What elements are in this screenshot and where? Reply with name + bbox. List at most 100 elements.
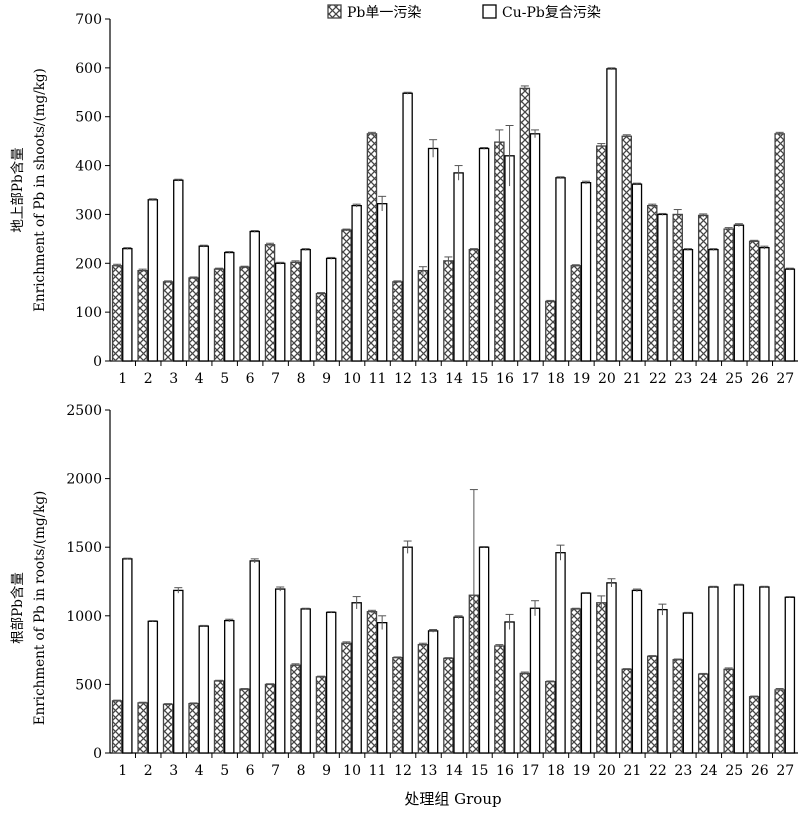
- roots-bar-pb: [672, 659, 683, 754]
- chart-legend: Pb单一污染 Cu-Pb复合污染: [327, 4, 601, 21]
- legend-label-pb: Pb单一污染: [347, 5, 421, 21]
- shoots-bar-cupb: [555, 177, 566, 362]
- shoots-bar-pb: [545, 300, 556, 362]
- bottom-ylabel-cn: 根部Pb含量: [10, 572, 26, 644]
- roots-bar-cupb: [784, 596, 796, 754]
- shoots-bar-cupb: [759, 247, 770, 362]
- shoots-bar-cupb: [147, 199, 159, 362]
- roots-xtick-label: 24: [700, 763, 718, 779]
- roots-bar-pb: [519, 672, 531, 754]
- bottom-ylabel-en: Enrichment of Pb in roots/(mg/kg): [32, 491, 48, 725]
- roots-bar-cupb: [759, 586, 770, 754]
- roots-bar-pb: [545, 681, 556, 754]
- roots-bar-cupb: [427, 630, 439, 754]
- shoots-bar-cupb: [478, 147, 490, 362]
- roots-bar-pb: [417, 643, 429, 754]
- roots-bar-pb: [188, 702, 199, 754]
- legend-label-cupb: Cu-Pb复合污染: [502, 4, 601, 21]
- shoots-xtick-label: 14: [445, 371, 463, 387]
- roots-bar-pb: [366, 611, 378, 754]
- roots-xtick-label: 14: [445, 763, 463, 779]
- shoots-bar-pb: [697, 214, 709, 362]
- roots-bar-cupb: [733, 584, 745, 754]
- shoots-bar-pb: [341, 229, 352, 362]
- roots-bar-cupb: [249, 560, 260, 754]
- roots-bar-pb: [264, 683, 276, 754]
- roots-bar-cupb: [351, 602, 362, 754]
- roots-bar-cupb: [708, 586, 719, 754]
- roots-bar-pb: [774, 689, 785, 754]
- shoots-bar-pb: [621, 135, 633, 362]
- shoots-bar-pb: [468, 248, 480, 362]
- roots-bar-cupb: [198, 625, 210, 754]
- roots-xtick-label: 2: [144, 763, 153, 779]
- shoots-bar-cupb: [224, 251, 235, 362]
- shoots-xtick-label: 5: [220, 371, 229, 387]
- shoots-bar-pb: [213, 268, 225, 362]
- roots-xtick-label: 22: [649, 763, 667, 779]
- shoots-bar-cupb: [274, 262, 286, 362]
- roots-xtick-label: 4: [195, 763, 204, 779]
- roots-bar-cupb: [325, 611, 337, 754]
- roots-xtick-label: 13: [420, 763, 438, 779]
- roots-bar-cupb: [657, 608, 668, 754]
- roots-ytick-label: 1000: [66, 609, 102, 625]
- shoots-bar-pb: [494, 141, 505, 362]
- legend-swatch-cupb: [482, 4, 497, 19]
- shoots-bar-cupb: [402, 92, 413, 362]
- shoots-bar-cupb: [122, 247, 133, 362]
- shoots-ytick-label: 700: [75, 12, 102, 28]
- shoots-xtick-label: 21: [623, 371, 641, 387]
- shoots-ytick-label: 200: [75, 256, 102, 272]
- shoots-bar-pb: [672, 213, 683, 362]
- shoots-bar-cupb: [351, 204, 362, 362]
- shoots-xtick-label: 22: [649, 371, 667, 387]
- roots-xtick-label: 18: [547, 763, 565, 779]
- shoots-bar-cupb: [198, 245, 210, 362]
- roots-bar-pb: [621, 668, 633, 754]
- roots-xtick-label: 17: [522, 763, 540, 779]
- roots-bar-cupb: [504, 621, 515, 754]
- roots-ytick-label: 500: [75, 677, 102, 693]
- shoots-bar-pb: [417, 269, 429, 362]
- shoots-ytick-label: 500: [75, 110, 102, 126]
- roots-bar-cupb: [453, 616, 464, 754]
- roots-bar-cupb: [529, 607, 541, 754]
- roots-bar-cupb: [631, 589, 643, 754]
- roots-xtick-label: 5: [220, 763, 229, 779]
- shoots-xtick-label: 20: [598, 371, 616, 387]
- shoots-xtick-label: 27: [776, 371, 794, 387]
- shoots-bar-cupb: [657, 213, 668, 362]
- roots-bar-pb: [647, 655, 658, 754]
- shoots-bar-pb: [647, 204, 658, 362]
- x-axis-title: 处理组 Group: [404, 790, 501, 808]
- roots-xtick-label: 11: [369, 763, 387, 779]
- shoots-xtick-label: 4: [195, 371, 204, 387]
- shoots-xtick-label: 2: [144, 371, 153, 387]
- shoots-bar-pb: [774, 133, 785, 362]
- shoots-bar-cupb: [300, 248, 311, 362]
- shoots-bar-pb: [596, 145, 607, 362]
- roots-xtick-label: 27: [776, 763, 794, 779]
- roots-xtick-label: 15: [471, 763, 489, 779]
- shoots-xtick-label: 16: [496, 371, 514, 387]
- roots-xtick-label: 25: [725, 763, 743, 779]
- shoots-bar-cupb: [325, 257, 337, 362]
- shoots-bar-cupb: [682, 248, 694, 362]
- shoots-bar-cupb: [427, 147, 439, 362]
- shoots-bar-cupb: [708, 248, 719, 362]
- shoots-xtick-label: 19: [572, 371, 590, 387]
- shoots-bar-cupb: [784, 268, 796, 362]
- roots-bar-pb: [697, 673, 709, 754]
- roots-bar-cupb: [555, 552, 566, 754]
- top-ylabel-cn: 地上部Pb含量: [10, 147, 26, 232]
- roots-bar-cupb: [122, 558, 133, 754]
- roots-bar-cupb: [606, 582, 617, 754]
- roots-ytick-label: 2000: [66, 472, 102, 488]
- roots-xtick-label: 9: [322, 763, 331, 779]
- shoots-bar-cupb: [529, 133, 541, 362]
- roots-bar-cupb: [147, 620, 159, 754]
- roots-bar-cupb: [376, 622, 388, 754]
